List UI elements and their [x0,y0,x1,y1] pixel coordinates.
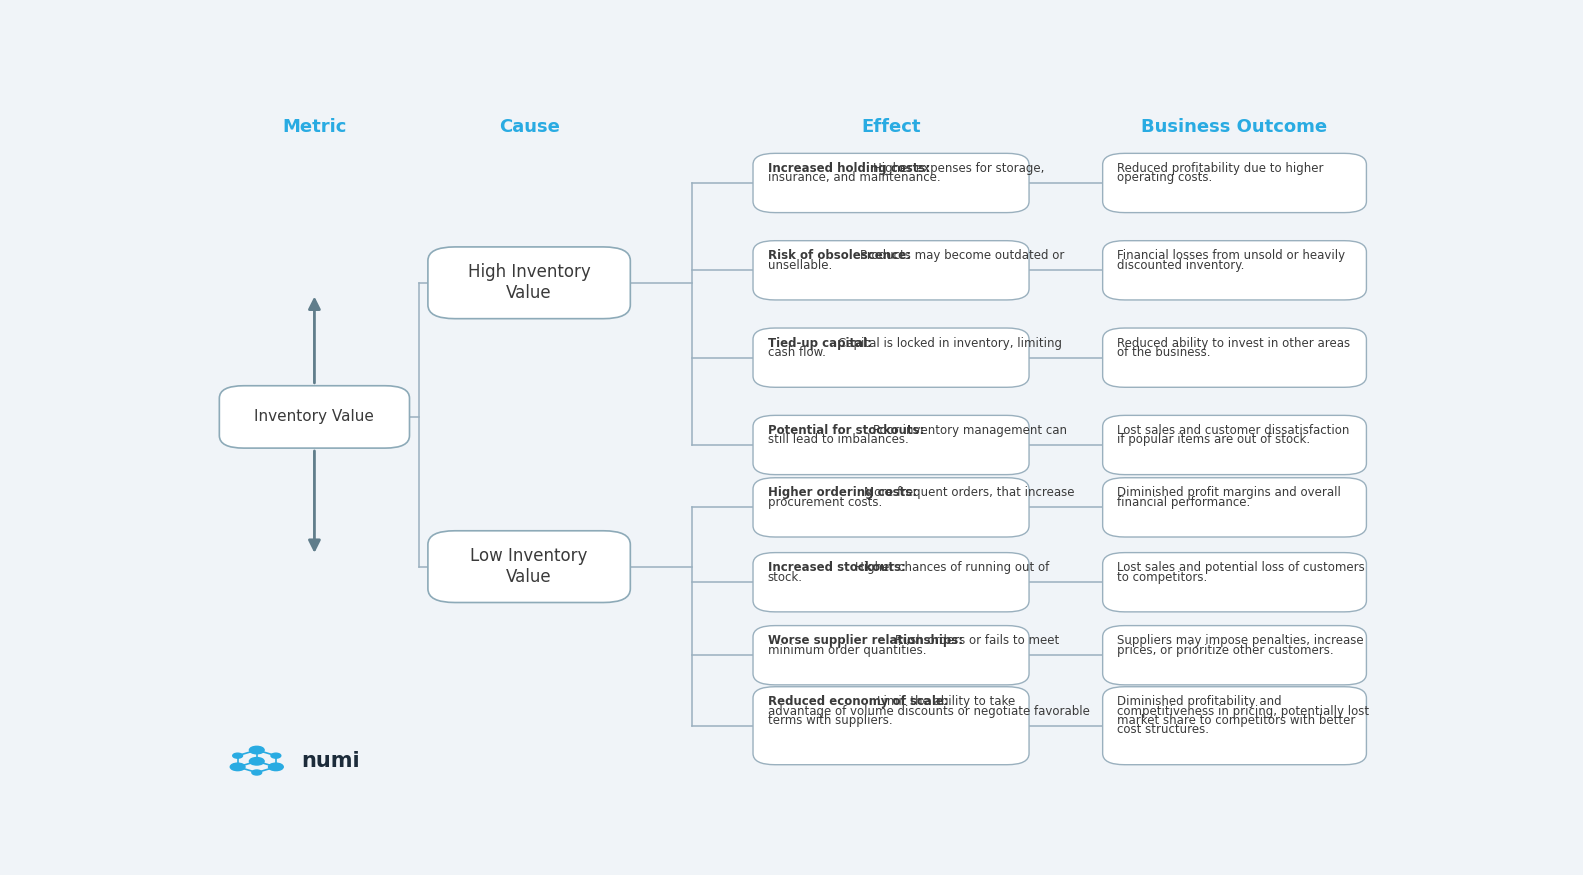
Text: to competitors.: to competitors. [1118,570,1208,584]
Text: terms with suppliers.: terms with suppliers. [768,714,893,727]
Text: More frequent orders, that increase: More frequent orders, that increase [864,487,1075,500]
Circle shape [233,753,242,758]
Text: Poor inventory management can: Poor inventory management can [872,424,1067,438]
FancyBboxPatch shape [754,687,1029,765]
Text: still lead to imbalances.: still lead to imbalances. [768,433,909,446]
Text: minimum order quantities.: minimum order quantities. [768,644,926,656]
Text: discounted inventory.: discounted inventory. [1118,259,1244,272]
Text: competitiveness in pricing, potentially lost: competitiveness in pricing, potentially … [1118,704,1369,717]
Text: Low Inventory
Value: Low Inventory Value [470,547,587,586]
FancyBboxPatch shape [754,153,1029,213]
Text: Cause: Cause [499,118,559,136]
Text: cash flow.: cash flow. [768,346,826,359]
Text: Effect: Effect [861,118,921,136]
Text: Rush orders or fails to meet: Rush orders or fails to meet [894,634,1059,648]
FancyBboxPatch shape [1103,478,1366,537]
Text: Business Outcome: Business Outcome [1141,118,1328,136]
Text: Higher chances of running out of: Higher chances of running out of [855,562,1050,574]
Text: operating costs.: operating costs. [1118,172,1213,185]
Text: Diminished profit margins and overall: Diminished profit margins and overall [1118,487,1341,500]
Text: Risk of obsolescence:: Risk of obsolescence: [768,249,910,262]
Text: Suppliers may impose penalties, increase: Suppliers may impose penalties, increase [1118,634,1365,648]
FancyBboxPatch shape [754,241,1029,300]
Text: Financial losses from unsold or heavily: Financial losses from unsold or heavily [1118,249,1346,262]
Text: insurance, and maintenance.: insurance, and maintenance. [768,172,940,185]
Text: Diminished profitability and: Diminished profitability and [1118,696,1282,709]
Text: cost structures.: cost structures. [1118,724,1209,736]
FancyBboxPatch shape [1103,687,1366,765]
Text: Reduced ability to invest in other areas: Reduced ability to invest in other areas [1118,337,1350,350]
FancyBboxPatch shape [427,247,630,318]
Text: Reduced profitability due to higher: Reduced profitability due to higher [1118,162,1323,175]
Text: Higher expenses for storage,: Higher expenses for storage, [872,162,1045,175]
Text: Increased stockouts:: Increased stockouts: [768,562,905,574]
Text: Potential for stockouts:: Potential for stockouts: [768,424,924,438]
Text: Metric: Metric [282,118,347,136]
FancyBboxPatch shape [754,416,1029,474]
Text: Products may become outdated or: Products may become outdated or [860,249,1064,262]
FancyBboxPatch shape [220,386,410,448]
FancyBboxPatch shape [427,531,630,603]
Text: unsellable.: unsellable. [768,259,833,272]
Circle shape [269,763,283,771]
FancyBboxPatch shape [1103,553,1366,612]
Text: numi: numi [301,752,359,771]
Circle shape [252,770,261,775]
Circle shape [230,763,245,771]
Text: financial performance.: financial performance. [1118,496,1251,508]
FancyBboxPatch shape [1103,241,1366,300]
Text: prices, or prioritize other customers.: prices, or prioritize other customers. [1118,644,1334,656]
Text: if popular items are out of stock.: if popular items are out of stock. [1118,433,1311,446]
FancyBboxPatch shape [754,328,1029,388]
Text: Inventory Value: Inventory Value [255,410,374,424]
FancyBboxPatch shape [1103,328,1366,388]
Circle shape [250,746,264,753]
Text: advantage of volume discounts or negotiate favorable: advantage of volume discounts or negotia… [768,704,1089,717]
FancyBboxPatch shape [754,478,1029,537]
Text: Limit the ability to take: Limit the ability to take [877,696,1015,709]
Circle shape [250,758,264,765]
Text: Capital is locked in inventory, limiting: Capital is locked in inventory, limiting [837,337,1062,350]
Text: High Inventory
Value: High Inventory Value [467,263,590,302]
Text: of the business.: of the business. [1118,346,1211,359]
Text: Tied-up capital:: Tied-up capital: [768,337,872,350]
Text: market share to competitors with better: market share to competitors with better [1118,714,1355,727]
Text: Worse supplier relationships:: Worse supplier relationships: [768,634,962,648]
Text: Lost sales and potential loss of customers: Lost sales and potential loss of custome… [1118,562,1365,574]
FancyBboxPatch shape [1103,153,1366,213]
Text: stock.: stock. [768,570,803,584]
FancyBboxPatch shape [1103,416,1366,474]
Text: Reduced economy of scale:: Reduced economy of scale: [768,696,948,709]
FancyBboxPatch shape [1103,626,1366,685]
Text: Increased holding costs:: Increased holding costs: [768,162,929,175]
FancyBboxPatch shape [754,626,1029,685]
Circle shape [271,753,280,758]
FancyBboxPatch shape [754,553,1029,612]
Text: Lost sales and customer dissatisfaction: Lost sales and customer dissatisfaction [1118,424,1350,438]
Text: procurement costs.: procurement costs. [768,496,882,508]
Text: Higher ordering costs:: Higher ordering costs: [768,487,917,500]
